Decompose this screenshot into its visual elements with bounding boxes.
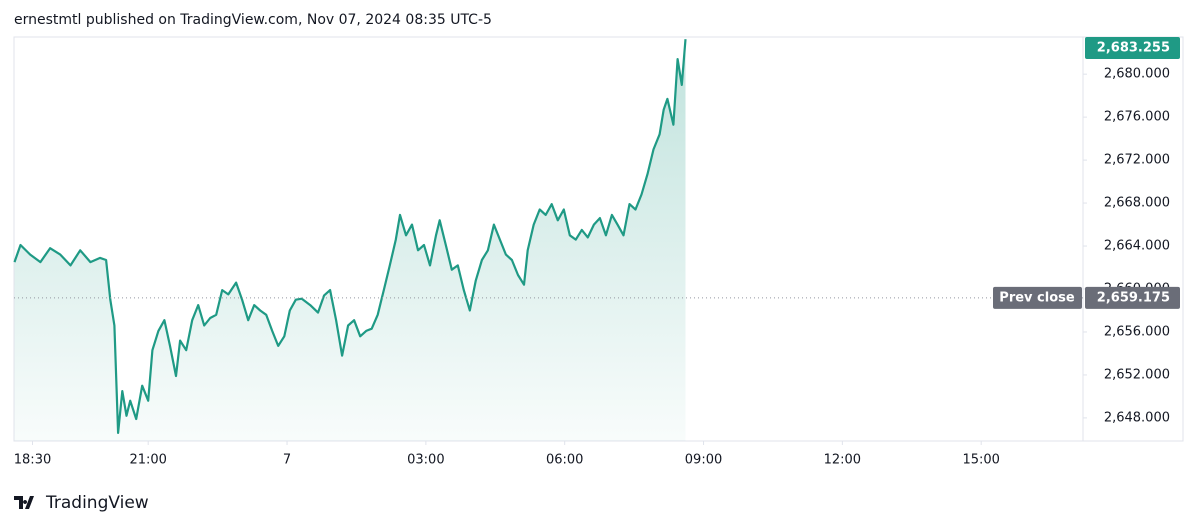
y-tick-label: 2,676.000 <box>1104 110 1170 125</box>
y-tick-label: 2,680.000 <box>1104 67 1170 82</box>
y-tick-label: 2,656.000 <box>1104 324 1170 339</box>
x-tick-label: 12:00 <box>824 453 861 468</box>
branding: TradingView <box>45 493 149 513</box>
y-tick-label: 2,652.000 <box>1104 367 1170 382</box>
x-tick-label: 03:00 <box>407 453 444 468</box>
last-price-tag <box>1085 37 1180 59</box>
y-tick-label: 2,668.000 <box>1104 196 1170 211</box>
y-tick-label: 2,672.000 <box>1104 153 1170 168</box>
last-price-label: 2,683.255 <box>1097 41 1170 56</box>
area-fill <box>14 39 686 441</box>
logo: TradingView <box>14 493 149 513</box>
y-tick-label: 2,664.000 <box>1104 239 1170 254</box>
prev-close-name: Prev close <box>999 290 1075 305</box>
prev-close-tag <box>993 286 1082 309</box>
x-tick-label: 18:30 <box>14 453 51 468</box>
chart-title: ernestmtl published on TradingView.com, … <box>14 12 492 28</box>
x-tick-label: 21:00 <box>129 453 166 468</box>
x-tick-label: 15:00 <box>962 453 999 468</box>
prev-close-value: 2,659.175 <box>1097 290 1170 305</box>
x-tick-label: 06:00 <box>546 453 583 468</box>
price-line <box>13 39 687 434</box>
x-tick-label: 7 <box>283 453 291 468</box>
y-tick-label: 2,648.000 <box>1104 410 1170 425</box>
x-tick-label: 09:00 <box>685 453 722 468</box>
prev-close-value-tag <box>1085 286 1180 309</box>
